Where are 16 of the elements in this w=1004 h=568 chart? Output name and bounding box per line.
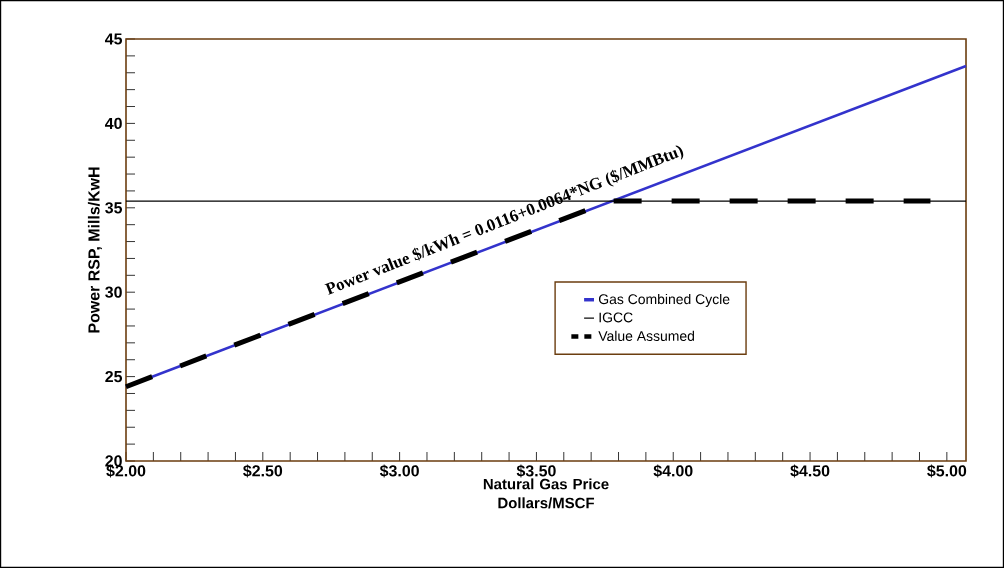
y-tick-label: 35 xyxy=(105,202,123,214)
x-tick-label: $4.50 xyxy=(790,464,830,478)
y-axis-title: Power RSP, Mills/KwH xyxy=(87,167,102,333)
y-tick-label: 30 xyxy=(105,286,122,298)
x-tick-label: $3.00 xyxy=(379,464,419,478)
legend-label: Value Assumed xyxy=(598,330,695,341)
y-tick-label: 25 xyxy=(105,370,123,383)
legend-label: Gas Combined Cycle xyxy=(598,293,730,307)
x-tick-label: $2.50 xyxy=(243,464,283,478)
y-tick-label: 40 xyxy=(104,117,122,130)
x-tick-label: $4.00 xyxy=(653,464,693,478)
y-tick-label: 45 xyxy=(104,33,123,45)
x-tick-label: $3.50 xyxy=(516,464,556,478)
x-axis-title: Natural Gas Price Dollars/MSCF xyxy=(483,478,609,509)
x-tick-label: $5.00 xyxy=(927,464,967,478)
legend-label: IGCC xyxy=(599,312,633,323)
